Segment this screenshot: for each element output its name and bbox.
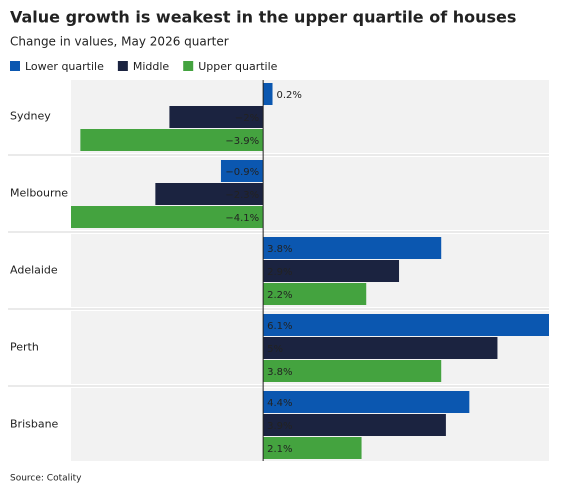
bar — [263, 83, 273, 105]
legend-label: Upper quartile — [198, 60, 277, 73]
bar — [155, 183, 264, 205]
legend-label: Middle — [133, 60, 170, 73]
bar — [263, 337, 498, 359]
category-label: Perth — [10, 341, 39, 354]
legend-label: Lower quartile — [25, 60, 104, 73]
value-label: 6.1% — [267, 321, 292, 332]
bar — [80, 129, 264, 151]
value-label: 2.1% — [267, 444, 292, 455]
value-label: −3.9% — [225, 136, 259, 147]
value-label: 4.4% — [267, 398, 292, 409]
value-label: −0.9% — [225, 167, 259, 178]
bar — [263, 391, 470, 413]
bar — [263, 237, 442, 259]
bar — [263, 314, 549, 336]
source: Source: Cotality — [10, 474, 82, 484]
value-label: 2.2% — [267, 290, 292, 301]
value-label: 3.8% — [267, 367, 292, 378]
category-label: Melbourne — [10, 187, 68, 200]
value-label: 5% — [267, 344, 283, 355]
bar — [263, 283, 367, 305]
category-label: Sydney — [10, 110, 51, 123]
chart-subtitle: Change in values, May 2026 quarter — [10, 35, 229, 49]
bar — [220, 160, 264, 182]
category-label: Adelaide — [10, 264, 58, 277]
category-label: Brisbane — [10, 418, 59, 431]
value-label: 2.9% — [267, 267, 292, 278]
value-label: 3.9% — [267, 421, 292, 432]
bar — [169, 106, 264, 128]
bar — [263, 437, 362, 459]
bar — [263, 260, 400, 282]
value-label: −2.3% — [225, 190, 259, 201]
chart-title: Value growth is weakest in the upper qua… — [10, 8, 516, 27]
value-label: 0.2% — [277, 90, 302, 101]
value-label: 3.8% — [267, 244, 292, 255]
bar — [263, 414, 446, 436]
legend-swatch — [183, 61, 194, 71]
bar — [71, 206, 264, 228]
bar — [263, 360, 442, 382]
legend-swatch — [117, 61, 128, 71]
value-label: −2% — [235, 113, 259, 124]
legend-swatch — [10, 61, 20, 71]
value-label: −4.1% — [225, 213, 259, 224]
